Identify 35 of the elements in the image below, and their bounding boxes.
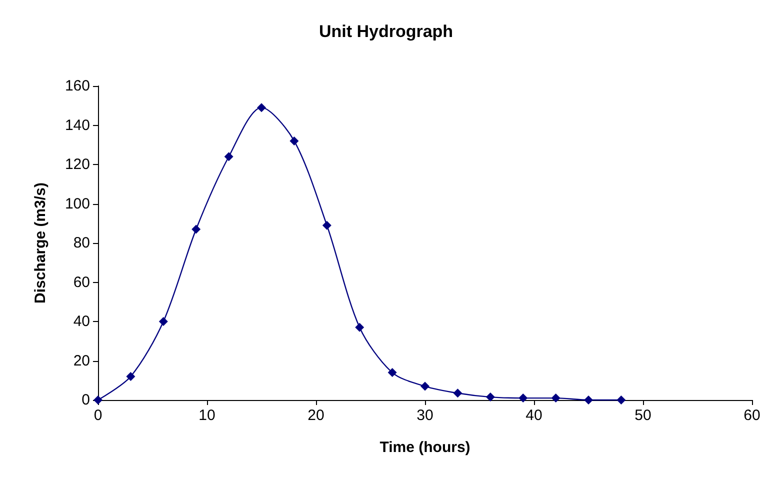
y-tick-label: 60 bbox=[73, 274, 90, 291]
y-tick-label: 120 bbox=[64, 156, 90, 173]
y-tick-label: 100 bbox=[64, 195, 90, 212]
point bbox=[290, 136, 299, 146]
point bbox=[551, 394, 560, 403]
chart-title: Unit Hydrograph bbox=[318, 22, 454, 41]
point bbox=[192, 224, 201, 234]
point bbox=[126, 372, 136, 381]
point bbox=[616, 396, 626, 404]
point bbox=[257, 103, 266, 112]
y-tick-label: 40 bbox=[73, 313, 90, 330]
point bbox=[355, 322, 364, 332]
y-tick-label: 80 bbox=[73, 234, 90, 252]
point bbox=[158, 317, 168, 326]
point bbox=[453, 388, 462, 398]
y-tick-label: 0 bbox=[82, 392, 90, 408]
x-tick-label: 0 bbox=[94, 407, 102, 424]
x-tick-label: 20 bbox=[308, 407, 324, 424]
point bbox=[322, 220, 332, 230]
y-tick-label: 140 bbox=[64, 116, 90, 134]
x-axis-title: Time (hours) bbox=[380, 439, 470, 456]
point bbox=[584, 396, 593, 404]
point bbox=[388, 368, 397, 378]
y-tick-label: 20 bbox=[73, 352, 90, 370]
x-tick-label: 60 bbox=[744, 407, 760, 424]
y-tick-label: 160 bbox=[64, 78, 90, 94]
point bbox=[420, 382, 430, 391]
point bbox=[224, 152, 234, 162]
x-tick-label: 40 bbox=[526, 407, 542, 424]
point bbox=[486, 392, 495, 402]
x-tick-label: 50 bbox=[634, 407, 652, 424]
x-tick-label: 30 bbox=[416, 407, 434, 424]
point bbox=[518, 394, 528, 403]
y-axis-title: Discharge (m3/s) bbox=[32, 182, 49, 304]
x-tick-label: 10 bbox=[198, 407, 216, 424]
